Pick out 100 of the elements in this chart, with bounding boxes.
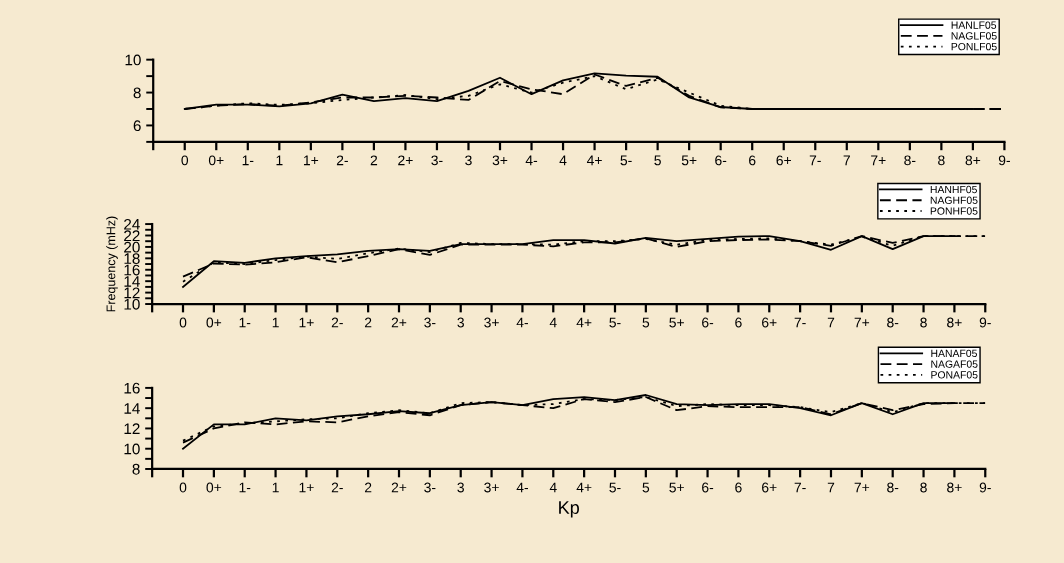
x-tick-label: 6+ [776,155,791,166]
y-tick-label: 16 [124,382,140,394]
x-tick-label: 6+ [762,482,777,493]
x-tick-label: 6 [735,482,742,493]
y-tick-label: 10 [124,298,140,310]
x-tick-label: 3+ [492,155,508,166]
x-tick-label: 4+ [586,155,602,166]
x-tick-label: 8- [887,482,899,493]
x-tick-label: 3 [457,317,464,328]
x-tick-label: 5+ [681,155,697,166]
y-tick-label: 8 [132,463,140,475]
x-tick-label: 1 [272,482,279,493]
x-tick-label: 4+ [576,482,592,493]
x-tick-label: 8 [920,317,927,328]
x-tick-label: 8+ [965,155,981,166]
x-tick-label: 8 [920,482,927,493]
x-tick-label: 4- [525,155,538,166]
x-tick-label: 8- [904,155,916,166]
x-tick-label: 1- [242,155,254,166]
x-tick-label: 7+ [854,317,870,328]
y-tick-label: 20 [124,241,140,253]
x-tick-label: 4- [516,317,528,328]
x-tick-label: 0 [179,317,187,328]
x-tick-label: 7- [794,482,806,493]
x-tick-label: 7 [843,155,850,166]
x-tick-label: 9- [979,317,991,328]
x-tick-label: 8 [938,155,945,166]
x-tick-label: 5- [620,155,632,166]
x-tick-label: 5- [609,482,621,493]
y-tick-label: 8 [133,87,141,99]
x-tick-label: 1 [272,317,279,328]
x-tick-label: 6 [749,155,756,166]
x-tick-label: 3- [431,155,443,166]
x-tick-label: 3+ [484,482,499,493]
x-tick-label: 7+ [854,482,870,493]
y-tick-label: 14 [124,403,140,414]
y-tick-label: 16 [124,264,140,276]
x-tick-label: 5+ [669,482,684,493]
x-tick-label: 5 [642,317,650,328]
x-tick-label: 1+ [299,482,314,493]
x-tick-label: 4 [549,482,557,493]
x-tick-label: 3- [424,317,436,328]
x-tick-label: 1+ [299,317,314,328]
y-tick-label: 10 [124,443,140,455]
legend-label: PONLF05 [951,42,997,51]
x-tick-label: 9- [998,155,1010,166]
legend-label: NAGHF05 [930,196,978,204]
x-tick-label: 8+ [947,482,962,493]
y-tick-label: 6 [133,120,141,132]
x-tick-label: 8+ [947,317,962,328]
legend-label: PONHF05 [930,207,978,215]
legend-label: HANAF05 [931,349,977,358]
x-tick-label: 6- [715,155,727,166]
x-tick-label: 5- [609,317,621,328]
x-tick-label: 0+ [206,317,222,328]
x-tick-label: 3 [457,482,464,493]
x-tick-label: 2 [364,482,372,493]
x-tick-label: 0 [179,482,187,493]
x-tick-label: 2+ [391,317,407,328]
x-tick-label: 2+ [391,482,407,493]
y-tick-label: 10 [125,54,141,66]
y-tick-label: 14 [124,276,140,287]
legend-label: NAGAF05 [931,360,978,368]
x-tick-label: 3- [424,482,436,493]
x-tick-label: 5 [654,155,661,166]
y-tick-label: 24 [124,218,140,230]
x-tick-label: 9- [979,482,991,493]
x-tick-label: 2- [331,317,343,328]
legend-label: HANLF05 [951,21,997,29]
x-tick-label: 4- [516,482,528,493]
x-tick-label: 6- [702,482,714,493]
x-tick-label: 2 [364,317,372,328]
x-tick-label: 1 [276,155,283,166]
x-tick-label: 4+ [576,317,592,328]
x-tick-label: 5+ [669,317,684,328]
legend-label: PONAF05 [931,371,978,379]
x-tick-label: 7- [809,155,821,166]
x-tick-label: 2 [370,155,378,166]
x-tick-label: 1- [239,317,251,328]
x-tick-label: 4 [559,155,567,166]
x-tick-label: 3+ [484,317,499,328]
x-tick-label: 7+ [871,155,886,166]
x-tick-label: 7 [827,317,835,328]
x-tick-label: 6- [702,317,714,328]
y-axis-title: Frequency (mHz) [106,216,118,312]
x-tick-label: 8- [887,317,899,328]
x-tick-label: 5 [642,482,650,493]
y-tick-label: 12 [124,423,140,434]
x-tick-label: 7- [794,317,806,328]
x-tick-label: 0 [181,155,189,166]
legend-label: HANHF05 [930,185,977,194]
x-tick-label: 6+ [762,317,777,328]
y-tick-label: 22 [124,230,140,242]
x-tick-label: 0+ [208,155,224,166]
x-tick-label: 7 [827,482,835,493]
legend-label: NAGLF05 [951,32,997,40]
x-tick-label: 1- [239,482,251,493]
x-tick-label: 2+ [398,155,413,166]
x-tick-label: 2- [336,155,348,166]
x-axis-title: Kp [559,501,579,518]
